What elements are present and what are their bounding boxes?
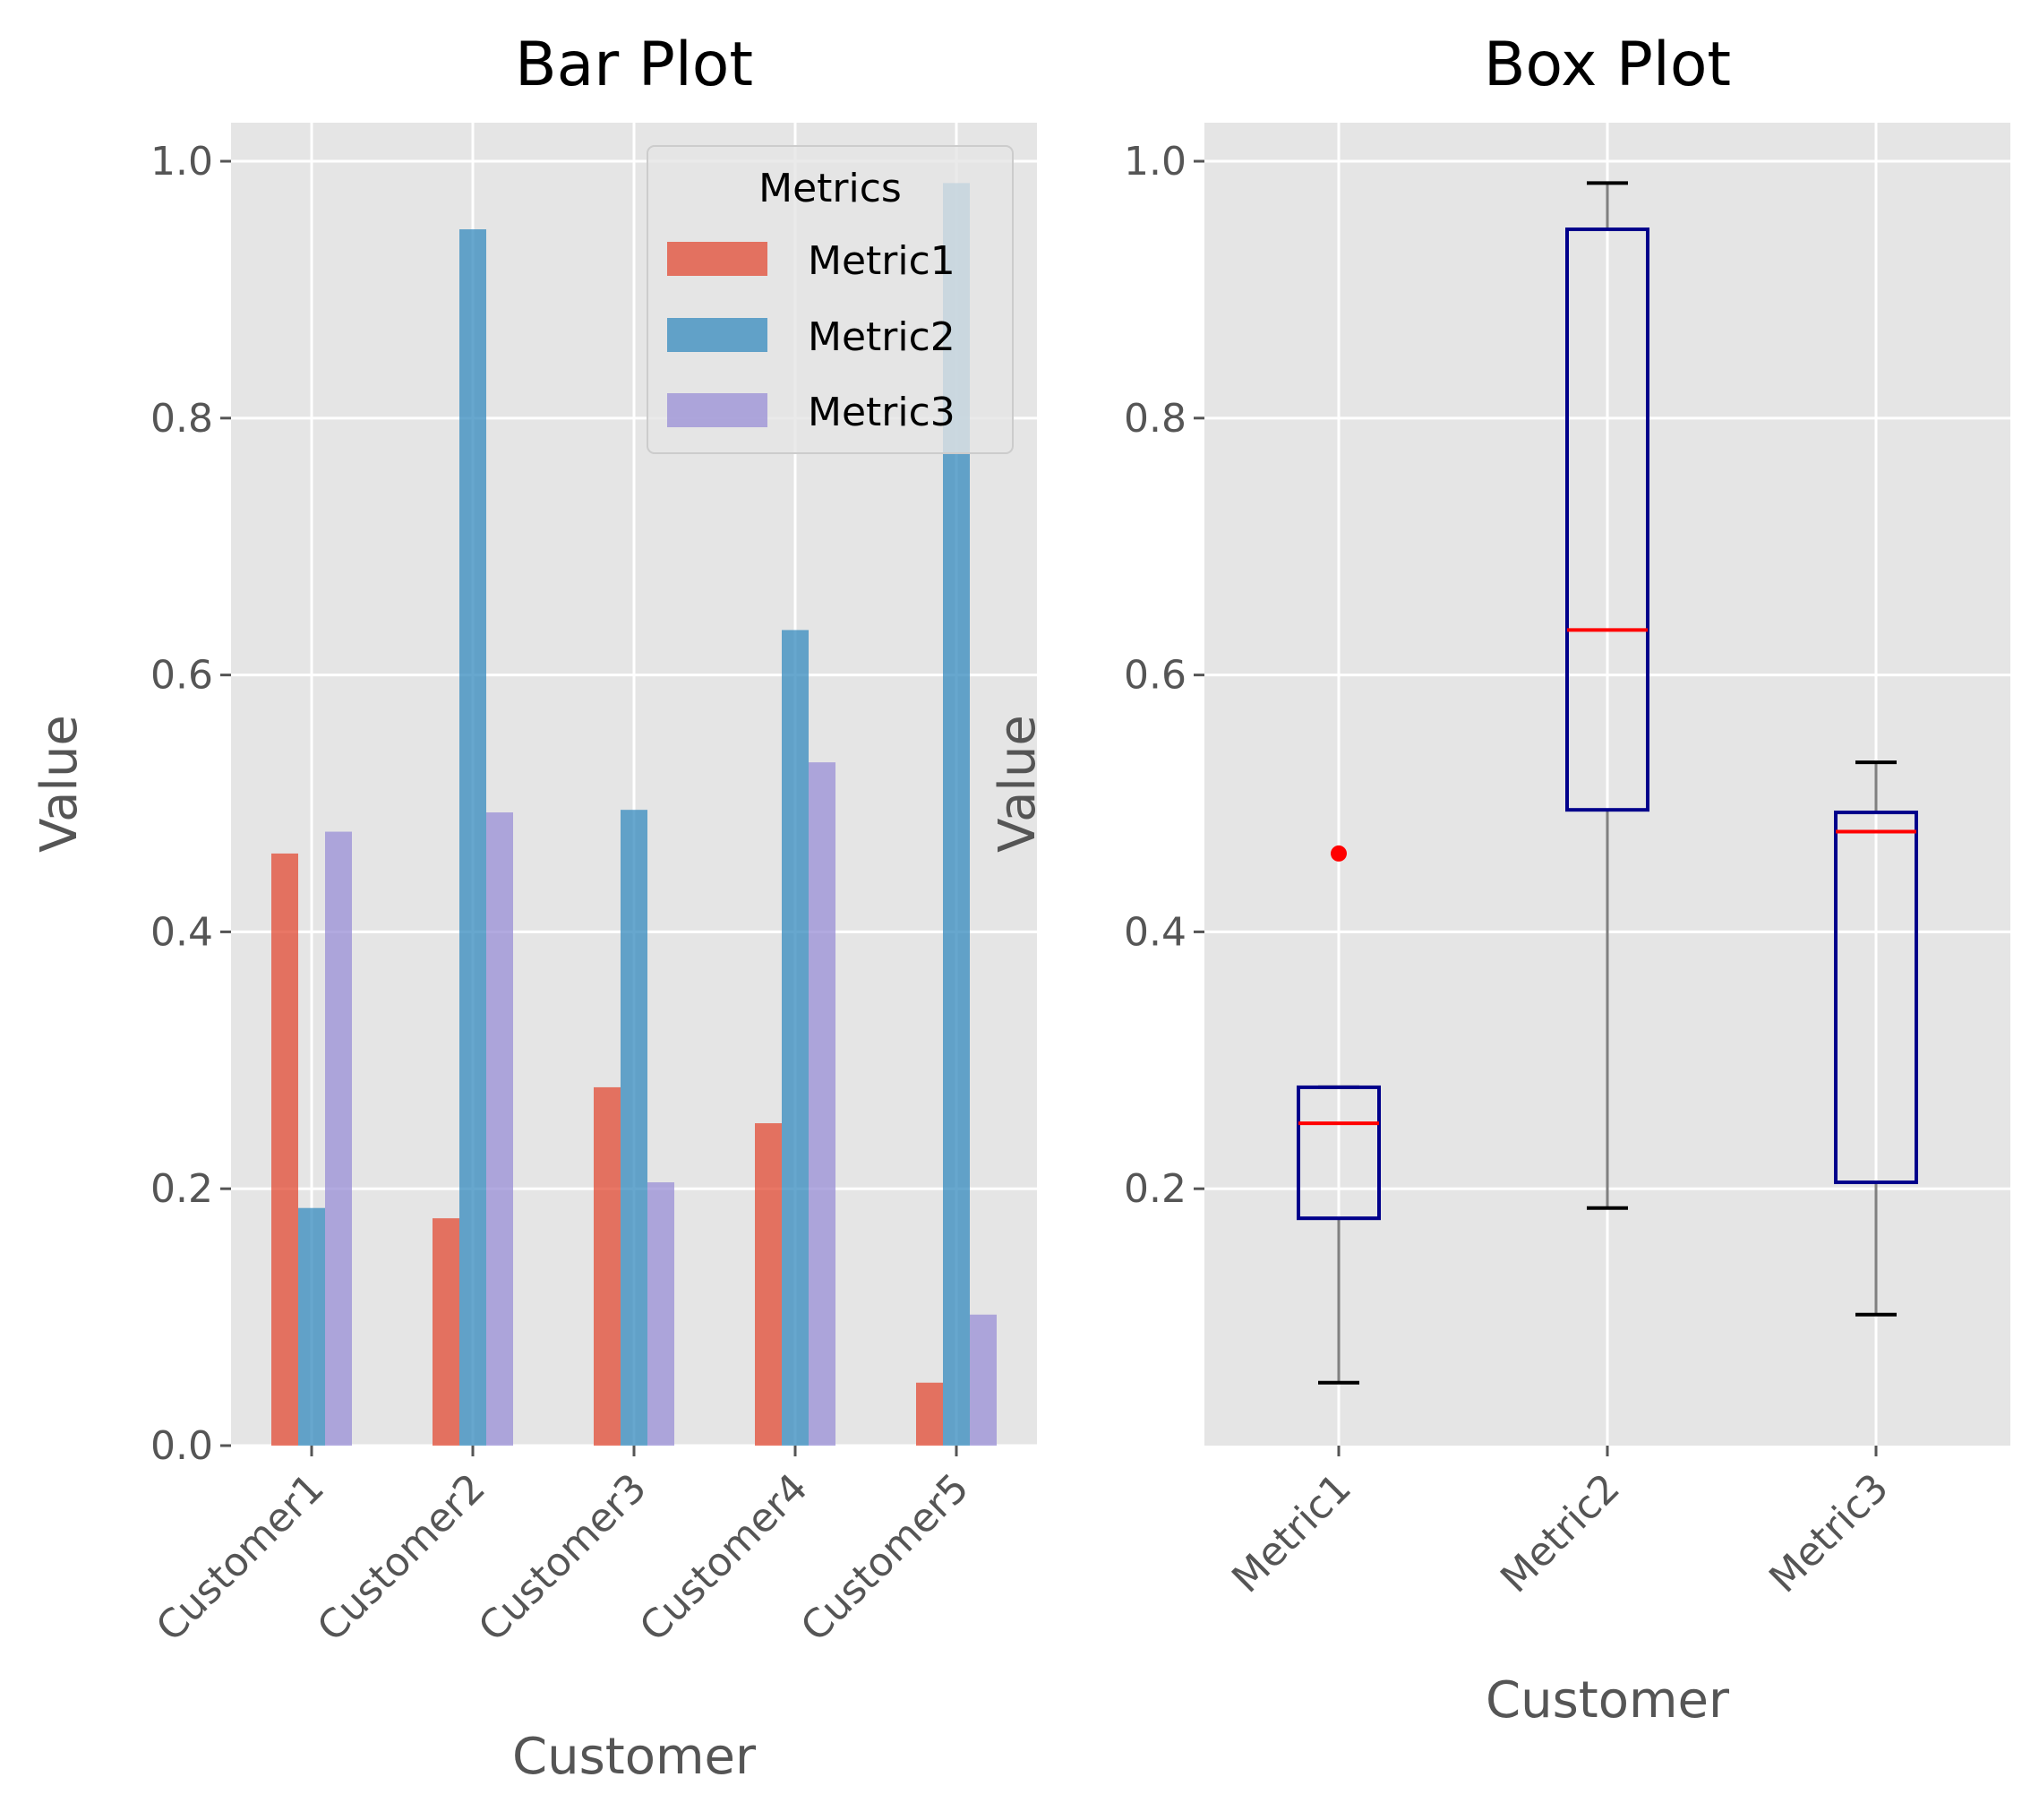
bar-plot-title: Bar Plot bbox=[515, 30, 753, 100]
box-plot-title: Box Plot bbox=[1484, 30, 1731, 100]
y-tick-label: 1.0 bbox=[1124, 139, 1187, 185]
legend: Metrics Metric1 Metric2 Metric3 bbox=[647, 145, 1014, 454]
y-tick-label: 0.2 bbox=[150, 1166, 213, 1212]
y-tick-label: 1.0 bbox=[150, 139, 213, 185]
legend-label-metric1: Metric1 bbox=[808, 238, 955, 284]
box-metric2 bbox=[1565, 228, 1649, 812]
y-tick-label: 0.8 bbox=[1124, 396, 1187, 442]
bar-metric3 bbox=[809, 762, 835, 1446]
y-tick-label: 0.6 bbox=[1124, 653, 1187, 699]
box-plot-x-label: Customer bbox=[1486, 1671, 1730, 1730]
bar-metric1 bbox=[755, 1123, 782, 1446]
x-tick-label: Customer1 bbox=[148, 1465, 333, 1651]
legend-swatch-metric3 bbox=[667, 393, 767, 427]
x-tick-label: Customer4 bbox=[631, 1465, 817, 1651]
bar-metric3 bbox=[647, 1182, 674, 1446]
legend-label-metric3: Metric3 bbox=[808, 390, 955, 435]
bar-metric3 bbox=[486, 812, 513, 1446]
legend-swatch-metric2 bbox=[667, 318, 767, 352]
legend-swatch-metric1 bbox=[667, 242, 767, 276]
bar-metric2 bbox=[459, 229, 486, 1446]
outlier-metric1 bbox=[1331, 845, 1347, 862]
y-tick-label: 0.4 bbox=[1124, 909, 1187, 955]
y-tick-label: 0.4 bbox=[150, 909, 213, 955]
y-tick-label: 0.2 bbox=[1124, 1166, 1187, 1212]
y-tick-label: 0.8 bbox=[150, 396, 213, 442]
bar-plot-y-label: Value bbox=[30, 715, 89, 853]
legend-title: Metrics bbox=[758, 166, 902, 211]
x-tick-label: Customer3 bbox=[470, 1465, 655, 1651]
y-tick-label: 0.0 bbox=[150, 1423, 213, 1469]
x-tick-label: Metric1 bbox=[1223, 1465, 1360, 1602]
box-plot: 0.2 0.4 0.6 0.8 1.0 Metric1 Metric2 Metric3 Box… bbox=[989, 30, 2010, 1730]
bar-metric1 bbox=[271, 853, 298, 1446]
x-tick-label: Metric3 bbox=[1761, 1465, 1898, 1602]
bar-plot: 0.00.20.40.60.81.0Customer1Customer2Cust… bbox=[30, 30, 1037, 1786]
bar-plot-x-label: Customer bbox=[512, 1728, 757, 1786]
bar-metric2 bbox=[621, 810, 647, 1446]
bar-metric1 bbox=[433, 1218, 459, 1446]
y-tick-label: 0.6 bbox=[150, 653, 213, 699]
bar-metric2 bbox=[782, 630, 809, 1446]
legend-frame bbox=[647, 145, 1014, 454]
box-plot-boxes bbox=[1297, 181, 1918, 1385]
bar-metric1 bbox=[594, 1086, 621, 1446]
x-tick-label: Metric2 bbox=[1492, 1465, 1629, 1602]
bar-metric3 bbox=[325, 831, 352, 1446]
x-tick-label: Customer5 bbox=[792, 1465, 978, 1651]
legend-label-metric2: Metric2 bbox=[808, 314, 955, 360]
box-metric3 bbox=[1834, 811, 1918, 1185]
box-metric1 bbox=[1297, 1085, 1381, 1221]
x-tick-label: Customer2 bbox=[309, 1465, 494, 1651]
bar-metric1 bbox=[916, 1382, 943, 1446]
box-plot-y-label: Value bbox=[989, 715, 1047, 853]
bar-metric3 bbox=[970, 1314, 997, 1446]
bar-metric2 bbox=[298, 1207, 325, 1446]
